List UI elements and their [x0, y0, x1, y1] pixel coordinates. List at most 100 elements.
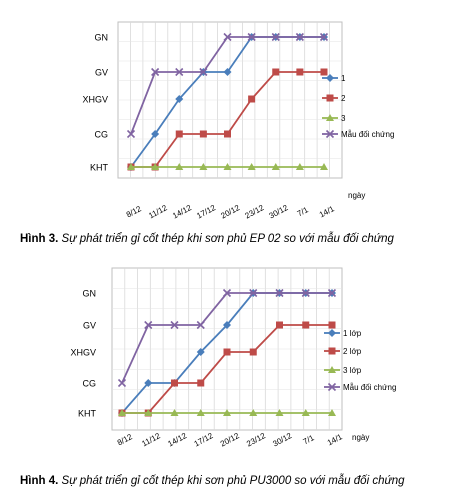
data-point: [151, 130, 160, 138]
data-point: [319, 32, 329, 42]
x-tick-label: 20/12: [219, 203, 241, 221]
data-point: [144, 409, 153, 416]
data-point: [223, 68, 232, 76]
series-line: [130, 36, 324, 168]
data-point: [151, 163, 160, 170]
legend-label: Mẫu đối chứng: [341, 130, 394, 139]
data-point: [301, 288, 310, 298]
chart-pu3000: KHT CG XHGV GV GN 8/12 11/12 14/12 17/12 20/12 23/…: [70, 267, 396, 449]
data-point: [170, 409, 179, 416]
data-point: [199, 67, 208, 77]
data-point: [223, 321, 231, 329]
data-point: [271, 163, 280, 170]
data-point: [223, 163, 232, 170]
data-point: [328, 321, 336, 329]
figure-3-caption: Hình 3. Sự phát triển gỉ cốt thép khi sơ…: [20, 232, 394, 245]
x-tick-label: 20/12: [219, 431, 241, 449]
x-tick-label: 11/12: [140, 431, 162, 448]
x-tick-label: 23/12: [245, 431, 267, 449]
legend-label: 1 lớp: [343, 329, 362, 338]
figure-4-caption-text: Sự phát triển gỉ cốt thép khi sơn phủ PU…: [58, 474, 405, 487]
figure-3-caption-text: Sự phát triển gỉ cốt thép khi sơn phủ EP…: [58, 232, 394, 245]
data-point: [151, 67, 160, 77]
data-point: [249, 348, 257, 356]
data-point: [196, 348, 205, 356]
y-level-label: GV: [95, 68, 108, 78]
y-level-label: KHT: [78, 409, 97, 419]
data-point: [118, 409, 126, 416]
x-tick-label: 14/12: [171, 203, 193, 221]
data-point: [327, 288, 337, 298]
figure-3-caption-prefix: Hình 3.: [20, 233, 58, 245]
data-point: [301, 409, 310, 416]
legend-marker: [327, 382, 337, 392]
data-point: [224, 130, 231, 138]
x-tick-label: 30/12: [268, 203, 290, 221]
legend-marker: [326, 94, 334, 102]
data-point: [127, 163, 135, 170]
x-tick-label: 11/12: [147, 203, 169, 220]
y-level-label: CG: [83, 379, 97, 389]
data-point: [276, 321, 283, 329]
legend-label: 2 lớp: [343, 347, 362, 356]
data-point: [302, 321, 310, 329]
legend-label: 3: [341, 114, 346, 123]
legend-label: 1: [341, 74, 346, 83]
data-point: [320, 163, 328, 170]
x-tick-label: 23/12: [243, 203, 265, 221]
data-point: [144, 379, 153, 387]
data-point: [196, 320, 205, 330]
data-point: [223, 348, 231, 356]
legend-label: Mẫu đối chứng: [343, 383, 396, 392]
data-point: [296, 68, 304, 76]
x-tick-label: 8/12: [125, 204, 143, 220]
y-level-label: GN: [83, 289, 97, 299]
data-point: [197, 379, 205, 387]
data-point: [126, 129, 136, 139]
y-level-label: KHT: [90, 163, 109, 173]
x-tick-label: 14/1: [326, 432, 344, 448]
y-level-label: GN: [95, 33, 109, 43]
x-tick-label: 17/12: [193, 431, 215, 449]
data-point: [320, 68, 328, 76]
data-point: [175, 130, 183, 138]
data-point: [249, 409, 258, 416]
data-point: [223, 409, 231, 416]
data-point: [275, 288, 284, 298]
data-point: [170, 320, 179, 330]
data-point: [144, 320, 153, 330]
legend-marker: [328, 347, 336, 355]
data-point: [223, 32, 232, 42]
data-point: [248, 95, 256, 103]
x-axis-label: ngày: [348, 191, 365, 200]
x-tick-label: 14/1: [318, 204, 336, 220]
data-point: [199, 163, 208, 170]
x-tick-label: 14/12: [166, 431, 188, 449]
y-level-label: GV: [83, 321, 96, 331]
data-point: [222, 288, 232, 298]
data-point: [171, 379, 178, 387]
data-point: [175, 95, 184, 103]
figure-4-caption: Hình 4. Sự phát triển gỉ cốt thép khi sơ…: [20, 474, 405, 487]
legend-marker: [325, 129, 335, 139]
data-point: [247, 32, 256, 42]
data-point: [275, 409, 284, 416]
data-point: [247, 163, 256, 170]
data-point: [328, 409, 336, 416]
legend-marker: [326, 74, 334, 82]
data-point: [199, 130, 207, 138]
data-point: [272, 68, 280, 76]
x-tick-label: 7/1: [296, 205, 311, 218]
legend-marker: [328, 329, 336, 337]
x-tick-label: 8/12: [116, 432, 134, 448]
data-point: [175, 163, 184, 170]
data-point: [117, 378, 127, 388]
y-level-label: XHGV: [82, 95, 108, 105]
x-tick-label: 7/1: [302, 433, 317, 446]
data-point: [249, 288, 258, 298]
data-point: [295, 163, 304, 170]
legend-label: 3 lớp: [343, 366, 362, 375]
y-level-label: XHGV: [70, 348, 96, 358]
x-axis-label: ngày: [352, 433, 369, 442]
